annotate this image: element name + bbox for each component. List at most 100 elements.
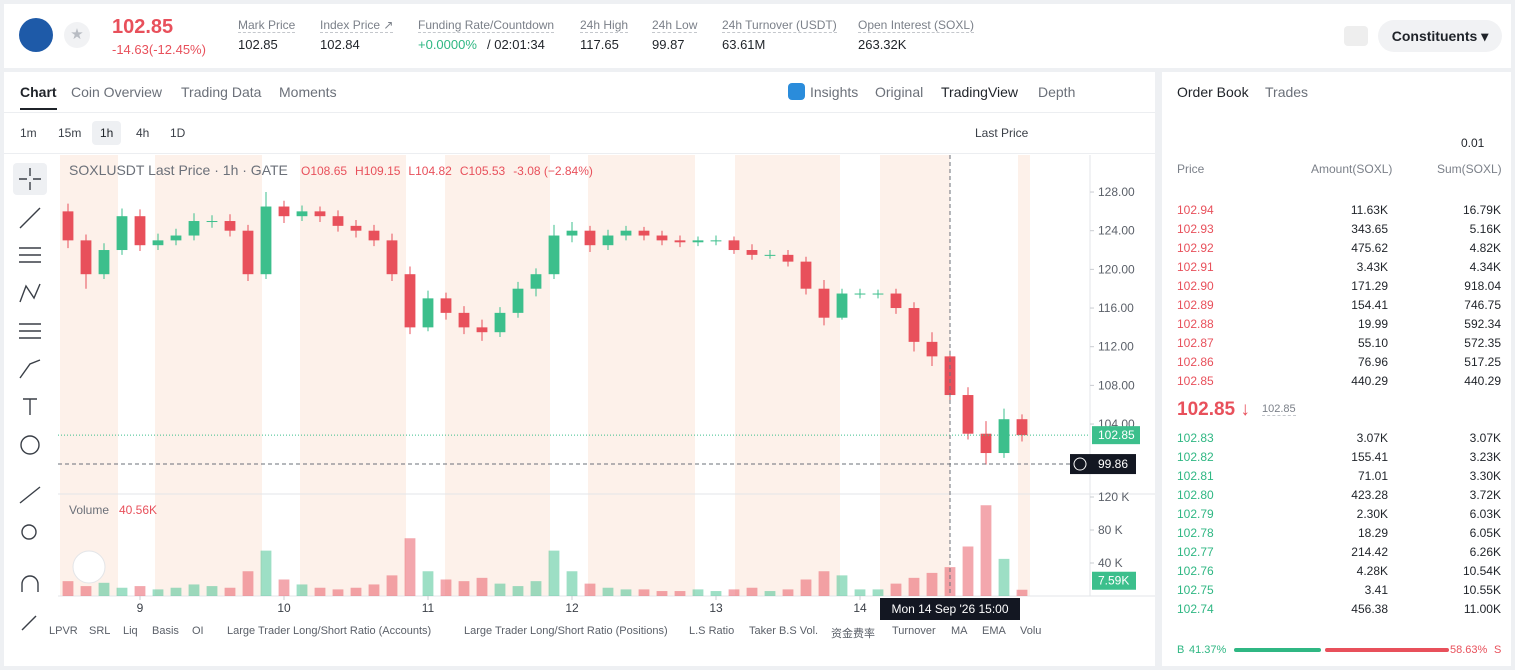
- book-amount: 76.96: [1357, 355, 1388, 369]
- candle-body: [116, 216, 128, 251]
- book-sum: 6.03K: [1469, 507, 1501, 521]
- volume-bar: [170, 587, 182, 596]
- volume-bar: [638, 589, 650, 596]
- last-volume-label: 7.59K: [1098, 574, 1129, 588]
- volume-bar: [512, 586, 524, 596]
- candle-body: [278, 206, 290, 217]
- price-source[interactable]: Last Price: [975, 126, 1029, 140]
- book-amount: 4.28K: [1356, 564, 1388, 578]
- interval[interactable]: 15m: [58, 126, 82, 140]
- view-tab[interactable]: TradingView: [941, 84, 1019, 100]
- tool-channel[interactable]: [19, 247, 41, 263]
- indicator[interactable]: L.S Ratio: [689, 625, 735, 637]
- indicator[interactable]: EMA: [982, 625, 1006, 637]
- add-alert: [1073, 457, 1087, 471]
- candle-body: [926, 341, 938, 357]
- tool-fib[interactable]: [19, 323, 41, 339]
- session-band: [155, 155, 262, 596]
- volume-bar: [224, 587, 236, 596]
- sell-bar: [1324, 648, 1449, 652]
- book-amount: 71.01: [1357, 469, 1388, 483]
- candle-body: [602, 235, 614, 246]
- indicator[interactable]: Liq: [123, 625, 138, 637]
- book-amount: 11.63K: [1350, 203, 1388, 217]
- chart-tab[interactable]: Moments: [279, 84, 337, 100]
- interval[interactable]: 4h: [136, 126, 150, 140]
- tool-brush[interactable]: [19, 359, 41, 379]
- candle-body: [80, 240, 92, 275]
- tool-text[interactable]: [23, 398, 37, 415]
- view-tab[interactable]: Original: [875, 84, 924, 100]
- interval[interactable]: 1h: [92, 121, 122, 145]
- book-price: 102.92: [1177, 241, 1214, 255]
- book-price: 102.87: [1177, 336, 1214, 350]
- stat-label: 24h Low: [652, 18, 698, 33]
- candle-body: [134, 216, 146, 246]
- book-sum: 6.05K: [1469, 526, 1501, 540]
- indicator[interactable]: OI: [192, 625, 204, 637]
- candle-body: [872, 293, 884, 295]
- volume-bar: [836, 575, 848, 596]
- x-tick-label: 14: [853, 601, 867, 615]
- tool-zoom[interactable]: [21, 524, 37, 540]
- candle-body: [836, 293, 848, 318]
- stat-value: 117.65: [580, 37, 619, 52]
- indicator[interactable]: Large Trader Long/Short Ratio (Positions…: [464, 625, 668, 637]
- interval[interactable]: 1D: [170, 126, 186, 140]
- book-price: 102.90: [1177, 279, 1214, 293]
- ohlc-legend: O108.65: [301, 164, 347, 178]
- last-price-tag: [1092, 426, 1140, 445]
- ohlc-legend: C105.53: [460, 164, 506, 178]
- view-tab[interactable]: Insights: [810, 84, 859, 100]
- divider: [4, 153, 1155, 154]
- tool-pencil[interactable]: [21, 615, 37, 631]
- indicator[interactable]: MA: [951, 625, 968, 637]
- volume-bar: [728, 589, 740, 596]
- chart-tab[interactable]: Chart: [20, 84, 57, 110]
- indicator[interactable]: LPVR: [49, 625, 78, 637]
- icon-button[interactable]: [1344, 26, 1368, 46]
- indicator[interactable]: Basis: [152, 625, 179, 637]
- tool-emoji[interactable]: [20, 435, 40, 455]
- chart-tab[interactable]: Coin Overview: [71, 84, 163, 100]
- book-sum: 3.07K: [1469, 431, 1501, 445]
- tool-pattern[interactable]: [19, 283, 41, 303]
- ohlc-legend: L104.82: [408, 164, 452, 178]
- stat-value: 263.32K: [858, 37, 907, 52]
- volume-title: Volume: [69, 503, 109, 517]
- book-amount: 18.29: [1357, 526, 1388, 540]
- candle-body: [224, 221, 236, 231]
- indicator[interactable]: Turnover: [892, 625, 936, 637]
- favorite-star[interactable]: ★: [64, 22, 90, 48]
- indicator[interactable]: Volu: [1020, 625, 1042, 637]
- candle-body: [422, 298, 434, 328]
- divider: [4, 112, 1155, 113]
- volume-bar: [746, 587, 758, 596]
- book-tab[interactable]: Trades: [1265, 84, 1309, 100]
- tool-magnet[interactable]: [21, 575, 39, 592]
- insights-icon: [788, 83, 805, 100]
- chart-tab[interactable]: Trading Data: [181, 84, 262, 100]
- interval[interactable]: 1m: [20, 126, 37, 140]
- volume-bar: [440, 579, 452, 596]
- indicator[interactable]: 资金费率: [831, 628, 875, 640]
- indicator[interactable]: Large Trader Long/Short Ratio (Accounts): [227, 625, 432, 637]
- constituents-button[interactable]: Constituents ▾: [1378, 20, 1502, 52]
- volume-bar: [656, 591, 668, 596]
- volume-bar: [584, 583, 596, 596]
- book-sum: 6.26K: [1469, 545, 1501, 559]
- tool-line[interactable]: [19, 207, 41, 229]
- tool-ruler[interactable]: [19, 486, 41, 504]
- candle-body: [368, 230, 380, 241]
- book-tab[interactable]: Order Book: [1177, 84, 1249, 100]
- book-sum: 4.82K: [1469, 241, 1501, 255]
- tick-size[interactable]: 0.01: [1461, 136, 1485, 150]
- candle-body: [908, 308, 920, 342]
- book-sum: 572.35: [1464, 336, 1501, 350]
- tool-active[interactable]: [13, 163, 47, 195]
- view-tab[interactable]: Depth: [1038, 84, 1076, 100]
- indicator[interactable]: SRL: [89, 625, 111, 637]
- tool-crosshair[interactable]: [19, 168, 41, 190]
- indicator[interactable]: Taker B.S Vol.: [749, 625, 819, 637]
- book-sum: 746.75: [1464, 298, 1501, 312]
